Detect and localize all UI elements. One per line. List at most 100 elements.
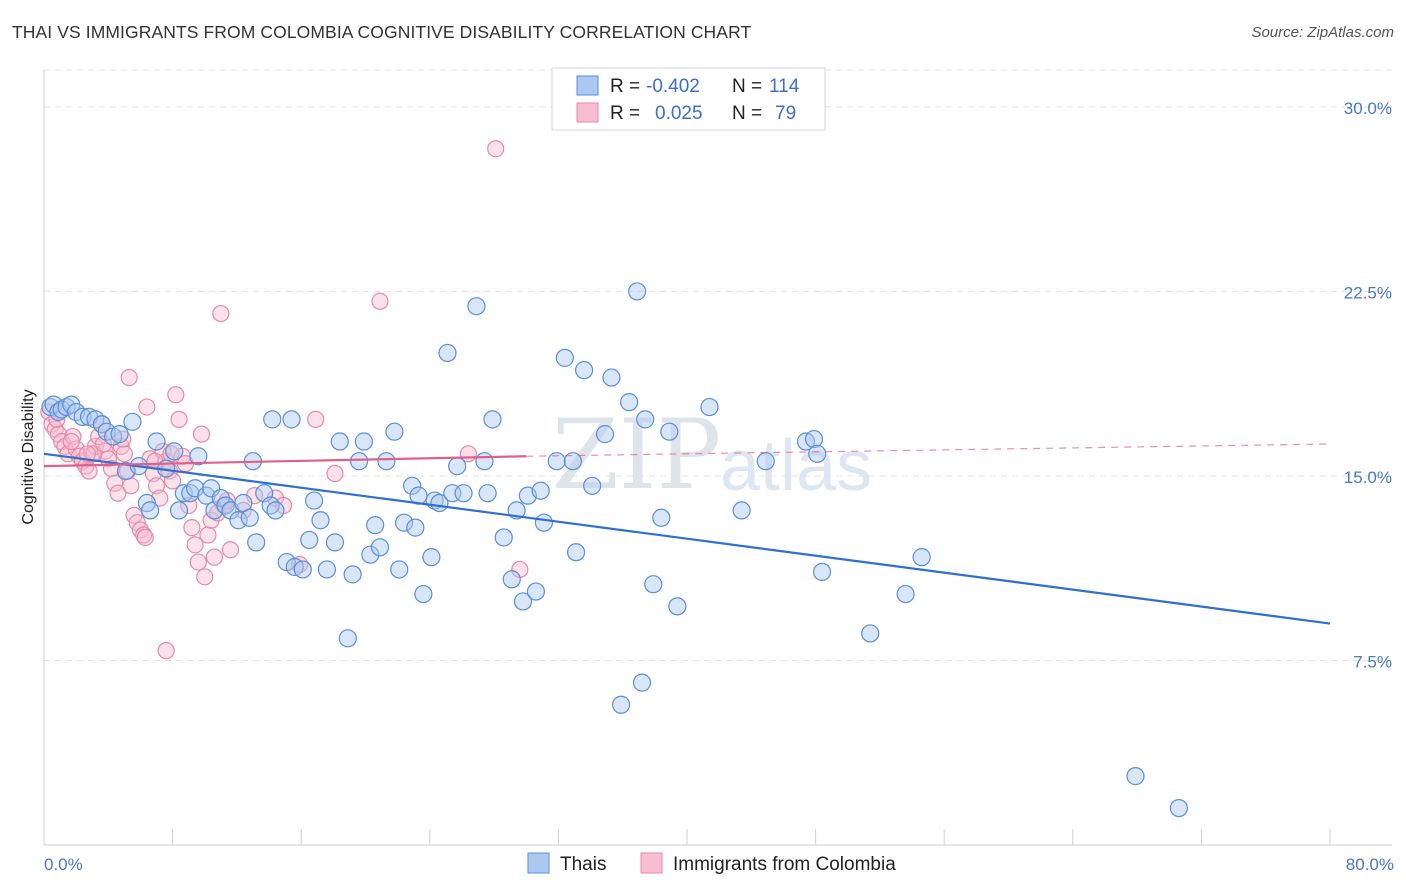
- thais-point: [174, 484, 193, 503]
- bottom-legend-thais: Thais: [560, 854, 606, 875]
- thais-point: [247, 533, 266, 552]
- colombia-point: [326, 464, 344, 483]
- thais-point: [349, 452, 369, 471]
- colombia-point: [199, 526, 217, 544]
- colombia-point: [196, 568, 214, 586]
- thais-point: [566, 543, 586, 562]
- thais-point: [526, 582, 545, 601]
- colombia-point: [186, 536, 204, 554]
- thais-point: [861, 624, 880, 643]
- thais-point: [563, 452, 582, 471]
- thais-point: [700, 397, 719, 417]
- thais-point: [52, 400, 71, 419]
- thais-point: [912, 548, 931, 567]
- thais-point: [311, 511, 330, 530]
- thais-point: [293, 560, 312, 579]
- thais-point: [896, 584, 915, 604]
- thais-point: [602, 368, 621, 387]
- thais-point: [555, 348, 574, 367]
- thais-point: [502, 570, 521, 589]
- grid-lines: [44, 69, 1392, 661]
- thais-point: [660, 422, 679, 441]
- thais-point: [304, 491, 324, 510]
- thais-point: [390, 560, 409, 579]
- colombia-point: [183, 519, 201, 537]
- thais-point: [620, 393, 639, 412]
- y-tick-label: 7.5%: [1353, 652, 1392, 671]
- colombia-point: [189, 553, 207, 571]
- thais-point: [448, 457, 467, 476]
- series-thais-points: [41, 282, 1188, 818]
- thais-point: [354, 432, 373, 451]
- thais-point: [123, 412, 142, 431]
- thais-point: [1169, 798, 1188, 818]
- thais-point: [454, 484, 473, 503]
- thais-point: [547, 452, 566, 471]
- thais-point: [343, 565, 362, 584]
- colombia-point: [80, 462, 98, 480]
- colombia-point: [120, 368, 138, 387]
- thais-point: [394, 513, 414, 532]
- thais-point: [240, 508, 259, 527]
- thais-point: [531, 481, 550, 500]
- colombia-point: [205, 548, 223, 566]
- thais-point: [668, 597, 687, 616]
- thais-point: [583, 476, 602, 495]
- colombia-point: [221, 541, 240, 559]
- thais-point: [611, 695, 631, 714]
- thais-point: [229, 511, 248, 530]
- colombia-point: [234, 501, 252, 519]
- thais-point: [202, 479, 221, 498]
- x-tick-label-max: 80.0%: [1346, 855, 1394, 874]
- legend-swatch-colombia: [576, 102, 599, 123]
- thais-point: [282, 410, 301, 429]
- y-tick-label: 15.0%: [1344, 468, 1392, 487]
- colombia-point: [109, 484, 127, 502]
- thais-point: [756, 452, 775, 471]
- thais-point: [325, 533, 345, 552]
- y-tick-label: 22.5%: [1344, 283, 1392, 302]
- colombia-point: [487, 140, 505, 158]
- colombia-point: [122, 477, 140, 495]
- axes: [43, 70, 1392, 846]
- thais-point: [370, 538, 390, 557]
- legend-n-label-colombia: N =: [732, 103, 762, 124]
- thais-point: [804, 429, 824, 449]
- colombia-point: [192, 425, 211, 443]
- trend-lines: [43, 443, 1331, 625]
- colombia-point: [115, 445, 133, 463]
- thais-point: [57, 397, 76, 417]
- bottom-legend: Thais Immigrants from Colombia: [527, 852, 896, 875]
- thais-point: [110, 425, 129, 444]
- thais-point: [513, 592, 533, 611]
- thais-point: [467, 297, 486, 316]
- bottom-legend-swatch-colombia: [640, 852, 663, 874]
- legend-swatch-thais: [576, 75, 599, 96]
- thais-trend-line: [43, 452, 1331, 625]
- thais-point: [361, 545, 380, 564]
- colombia-point: [170, 410, 188, 428]
- thais-point: [534, 513, 554, 532]
- legend-box: R = -0.402 N = 114 R = 0.025 N = 79: [551, 67, 826, 131]
- x-tick-labels: 0.0% 80.0%: [44, 855, 1394, 874]
- thais-point: [438, 343, 457, 363]
- thais-point: [140, 501, 160, 520]
- thais-point: [317, 560, 337, 579]
- series-colombia-points: [40, 140, 529, 660]
- thais-point: [812, 562, 832, 582]
- chart-title: THAI VS IMMIGRANTS FROM COLOMBIA COGNITI…: [12, 22, 752, 42]
- thais-point: [644, 575, 663, 594]
- colombia-point: [62, 432, 80, 451]
- thais-point: [483, 410, 502, 429]
- thais-point: [377, 452, 396, 471]
- thais-point: [628, 282, 647, 301]
- thais-point: [414, 584, 433, 604]
- thais-point: [475, 452, 494, 471]
- thais-point: [808, 444, 827, 463]
- colombia-point: [167, 386, 185, 404]
- colombia-trend-line: [43, 455, 527, 468]
- x-tick-label-min: 0.0%: [44, 855, 83, 874]
- colombia-trend-extension: [526, 443, 1331, 457]
- thais-point: [632, 673, 652, 692]
